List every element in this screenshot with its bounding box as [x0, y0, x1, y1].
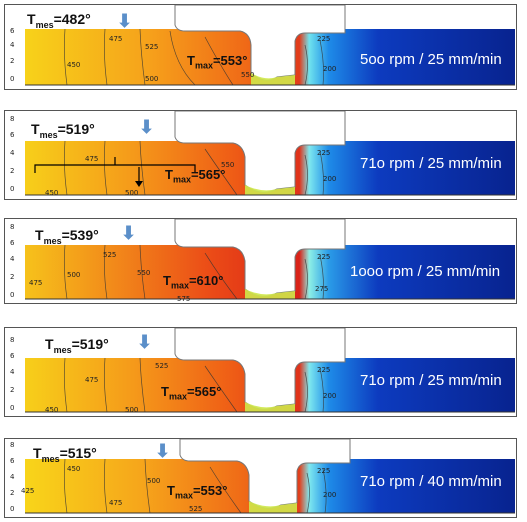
contour-label: 500: [67, 271, 81, 279]
contour-label: 550: [221, 161, 235, 169]
condition-label: 71o rpm / 40 mm/min: [360, 473, 502, 490]
condition-label: 71o rpm / 25 mm/min: [360, 155, 502, 172]
y-tick: 6: [10, 457, 15, 465]
contour-label: 500: [125, 189, 139, 197]
y-tick: 4: [10, 149, 15, 157]
measurement-arrow-icon: ⬇: [139, 117, 155, 137]
thermal-field-2: [25, 111, 515, 196]
contour-label: 525: [189, 505, 203, 513]
contour-label: 475: [29, 279, 43, 287]
contour-label: 450: [67, 61, 81, 69]
y-tick: 2: [10, 489, 15, 497]
contour-label: 450: [45, 406, 59, 414]
tmax-label: Tmax=553°: [187, 53, 248, 71]
tmes-label: Tmes=482°: [27, 11, 91, 30]
tmes-label: Tmes=539°: [35, 227, 99, 246]
y-tick: 8: [10, 115, 15, 123]
measurement-arrow-icon: ⬇: [137, 332, 153, 352]
contour-label: 225: [317, 253, 331, 261]
contour-label: 575: [177, 295, 191, 303]
thermal-field-5: [25, 439, 515, 514]
contour-label: 550: [137, 269, 151, 277]
thermal-field-1: [25, 5, 515, 86]
contour-label: 475: [85, 155, 99, 163]
y-tick: 0: [10, 404, 15, 412]
y-tick: 4: [10, 255, 15, 263]
y-tick: 6: [10, 352, 15, 360]
thermal-panel-3: 8 6 4 2 0 Tmes=539° ⬇ Tmax=610° 1ooo rpm…: [4, 218, 517, 304]
contour-label: 500: [125, 406, 139, 414]
thermal-panel-4: 8 6 4 2 0 Tmes=519° ⬇ Tmax=565° 71o rpm …: [4, 327, 517, 417]
contour-label: 225: [317, 149, 331, 157]
thermal-field-3: [25, 219, 515, 300]
y-tick: 8: [10, 441, 15, 449]
measurement-arrow-icon: ⬇: [121, 223, 137, 243]
contour-label: 525: [145, 43, 159, 51]
contour-label: 225: [317, 366, 331, 374]
condition-label: 5oo rpm / 25 mm/min: [360, 51, 502, 68]
contour-label: 200: [323, 65, 337, 73]
y-tick: 0: [10, 185, 15, 193]
y-tick: 0: [10, 75, 15, 83]
y-tick: 8: [10, 336, 15, 344]
thermal-panel-1: 6 4 2 0 Tmes=482° ⬇ Tmax=553° 5oo rpm / …: [4, 4, 517, 90]
y-tick: 0: [10, 505, 15, 513]
condition-label: 71o rpm / 25 mm/min: [360, 372, 502, 389]
measurement-arrow-icon: ⬇: [155, 441, 171, 461]
y-tick: 6: [10, 239, 15, 247]
tmax-label: Tmax=553°: [167, 483, 228, 501]
contour-label: 275: [315, 285, 329, 293]
y-tick: 4: [10, 41, 15, 49]
y-tick: 6: [10, 27, 15, 35]
contour-label: 200: [323, 175, 337, 183]
contour-label: 425: [21, 487, 35, 495]
thermal-field-4: [25, 328, 515, 413]
contour-label: 475: [109, 499, 123, 507]
y-tick: 2: [10, 273, 15, 281]
y-tick: 0: [10, 291, 15, 299]
y-tick: 2: [10, 386, 15, 394]
y-tick: 6: [10, 131, 15, 139]
contour-label: 525: [103, 251, 117, 259]
tmes-label: Tmes=519°: [45, 336, 109, 355]
tmax-label: Tmax=610°: [163, 273, 224, 291]
contour-label: 450: [45, 189, 59, 197]
tmes-label: Tmes=515°: [33, 445, 97, 464]
contour-label: 200: [323, 491, 337, 499]
tmes-label: Tmes=519°: [31, 121, 95, 140]
contour-label: 225: [317, 35, 331, 43]
y-tick: 2: [10, 167, 15, 175]
contour-label: 525: [155, 362, 169, 370]
thermal-panel-5: 8 6 4 2 0 Tmes=515° ⬇ Tmax=553° 71o rpm …: [4, 438, 517, 518]
contour-label: 475: [85, 376, 99, 384]
y-tick: 2: [10, 57, 15, 65]
contour-label: 450: [67, 465, 81, 473]
y-tick: 4: [10, 473, 15, 481]
contour-label: 500: [147, 477, 161, 485]
condition-label: 1ooo rpm / 25 mm/min: [350, 263, 501, 280]
measurement-arrow-icon: ⬇: [117, 11, 133, 31]
y-tick: 4: [10, 368, 15, 376]
y-tick: 8: [10, 223, 15, 231]
tmax-label: Tmax=565°: [161, 384, 222, 402]
contour-label: 475: [109, 35, 123, 43]
contour-label: 225: [317, 467, 331, 475]
contour-label: 500: [145, 75, 159, 83]
contour-label: 200: [323, 392, 337, 400]
thermal-panel-2: 8 6 4 2 0 Tmes=519° ⬇ Tmax=565° 71o rpm …: [4, 110, 517, 200]
tmax-label: Tmax=565°: [165, 167, 226, 185]
contour-label: 550: [241, 71, 255, 79]
